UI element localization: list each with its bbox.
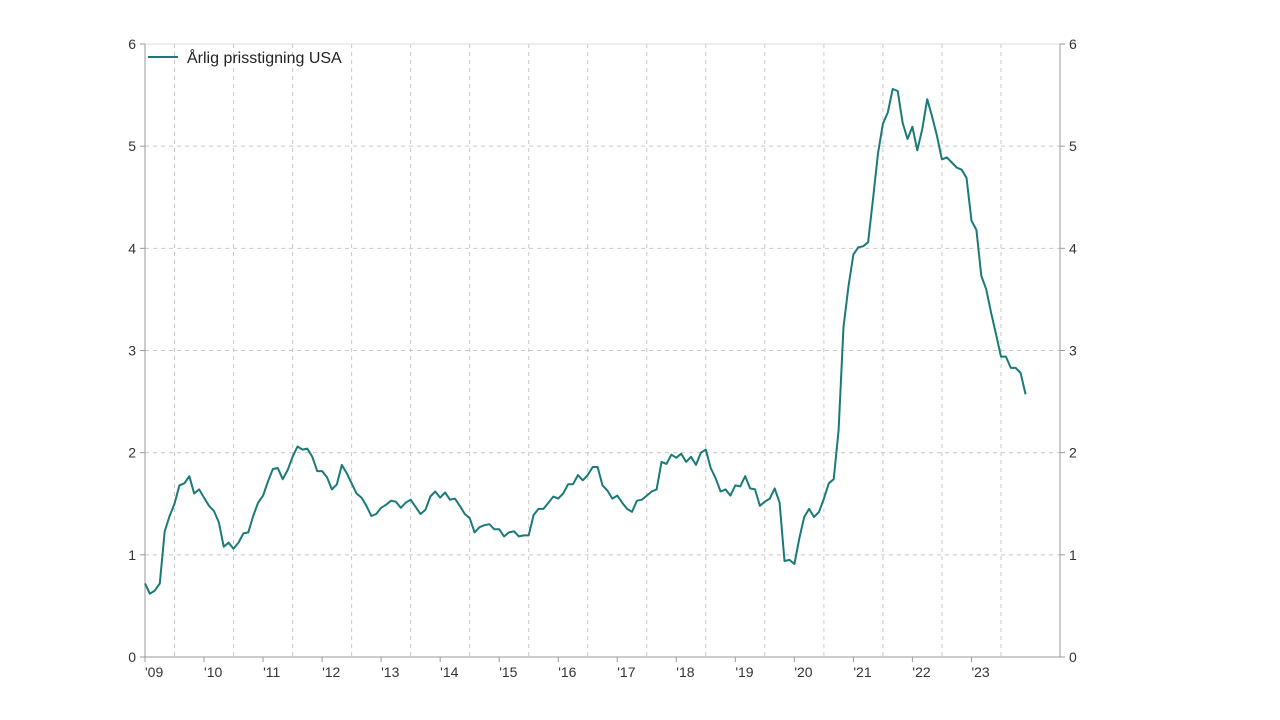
- x-tick-label: '23: [971, 664, 989, 680]
- x-tick-label: '17: [617, 664, 635, 680]
- y-tick-label-right: 5: [1069, 138, 1077, 154]
- x-tick-label: '11: [263, 664, 280, 680]
- y-tick-label-left: 3: [128, 343, 136, 359]
- y-tick-label-left: 1: [128, 547, 136, 563]
- x-tick-label: '10: [204, 664, 222, 680]
- x-tick-label: '12: [322, 664, 340, 680]
- x-tick-label: '18: [676, 664, 694, 680]
- x-tick-label: '22: [912, 664, 930, 680]
- x-tick-label: '20: [794, 664, 812, 680]
- y-tick-label-right: 2: [1069, 445, 1077, 461]
- legend: Årlig prisstigning USA: [148, 48, 342, 67]
- x-tick-label: '19: [735, 664, 753, 680]
- y-tick-label-left: 0: [128, 649, 136, 665]
- axis-layer: 0 0 1 1 2 2 3 3 4 4 5 5 6 6 '09 '10 '11 '12 '13 '14 '15 '16 '1…: [128, 36, 1077, 680]
- x-tick-label: '16: [558, 664, 576, 680]
- x-tick-label: '09: [145, 664, 163, 680]
- y-tick-label-left: 2: [128, 445, 136, 461]
- x-tick-label: '15: [499, 664, 517, 680]
- y-tick-label-right: 1: [1069, 547, 1077, 563]
- series-layer: [144, 88, 1027, 595]
- y-tick-label-right: 3: [1069, 343, 1077, 359]
- y-tick-label-left: 5: [128, 138, 136, 154]
- grid-layer: [145, 43, 1060, 657]
- x-tick-label: '13: [381, 664, 399, 680]
- x-tick-label: '21: [853, 664, 871, 680]
- series-line: [144, 88, 1027, 595]
- y-tick-label-right: 4: [1069, 240, 1077, 256]
- y-tick-label-right: 0: [1069, 649, 1077, 665]
- legend-label: Årlig prisstigning USA: [187, 48, 342, 67]
- y-tick-label-left: 6: [128, 36, 136, 52]
- y-tick-label-right: 6: [1069, 36, 1077, 52]
- y-tick-label-left: 4: [128, 240, 136, 256]
- x-tick-label: '14: [440, 664, 458, 680]
